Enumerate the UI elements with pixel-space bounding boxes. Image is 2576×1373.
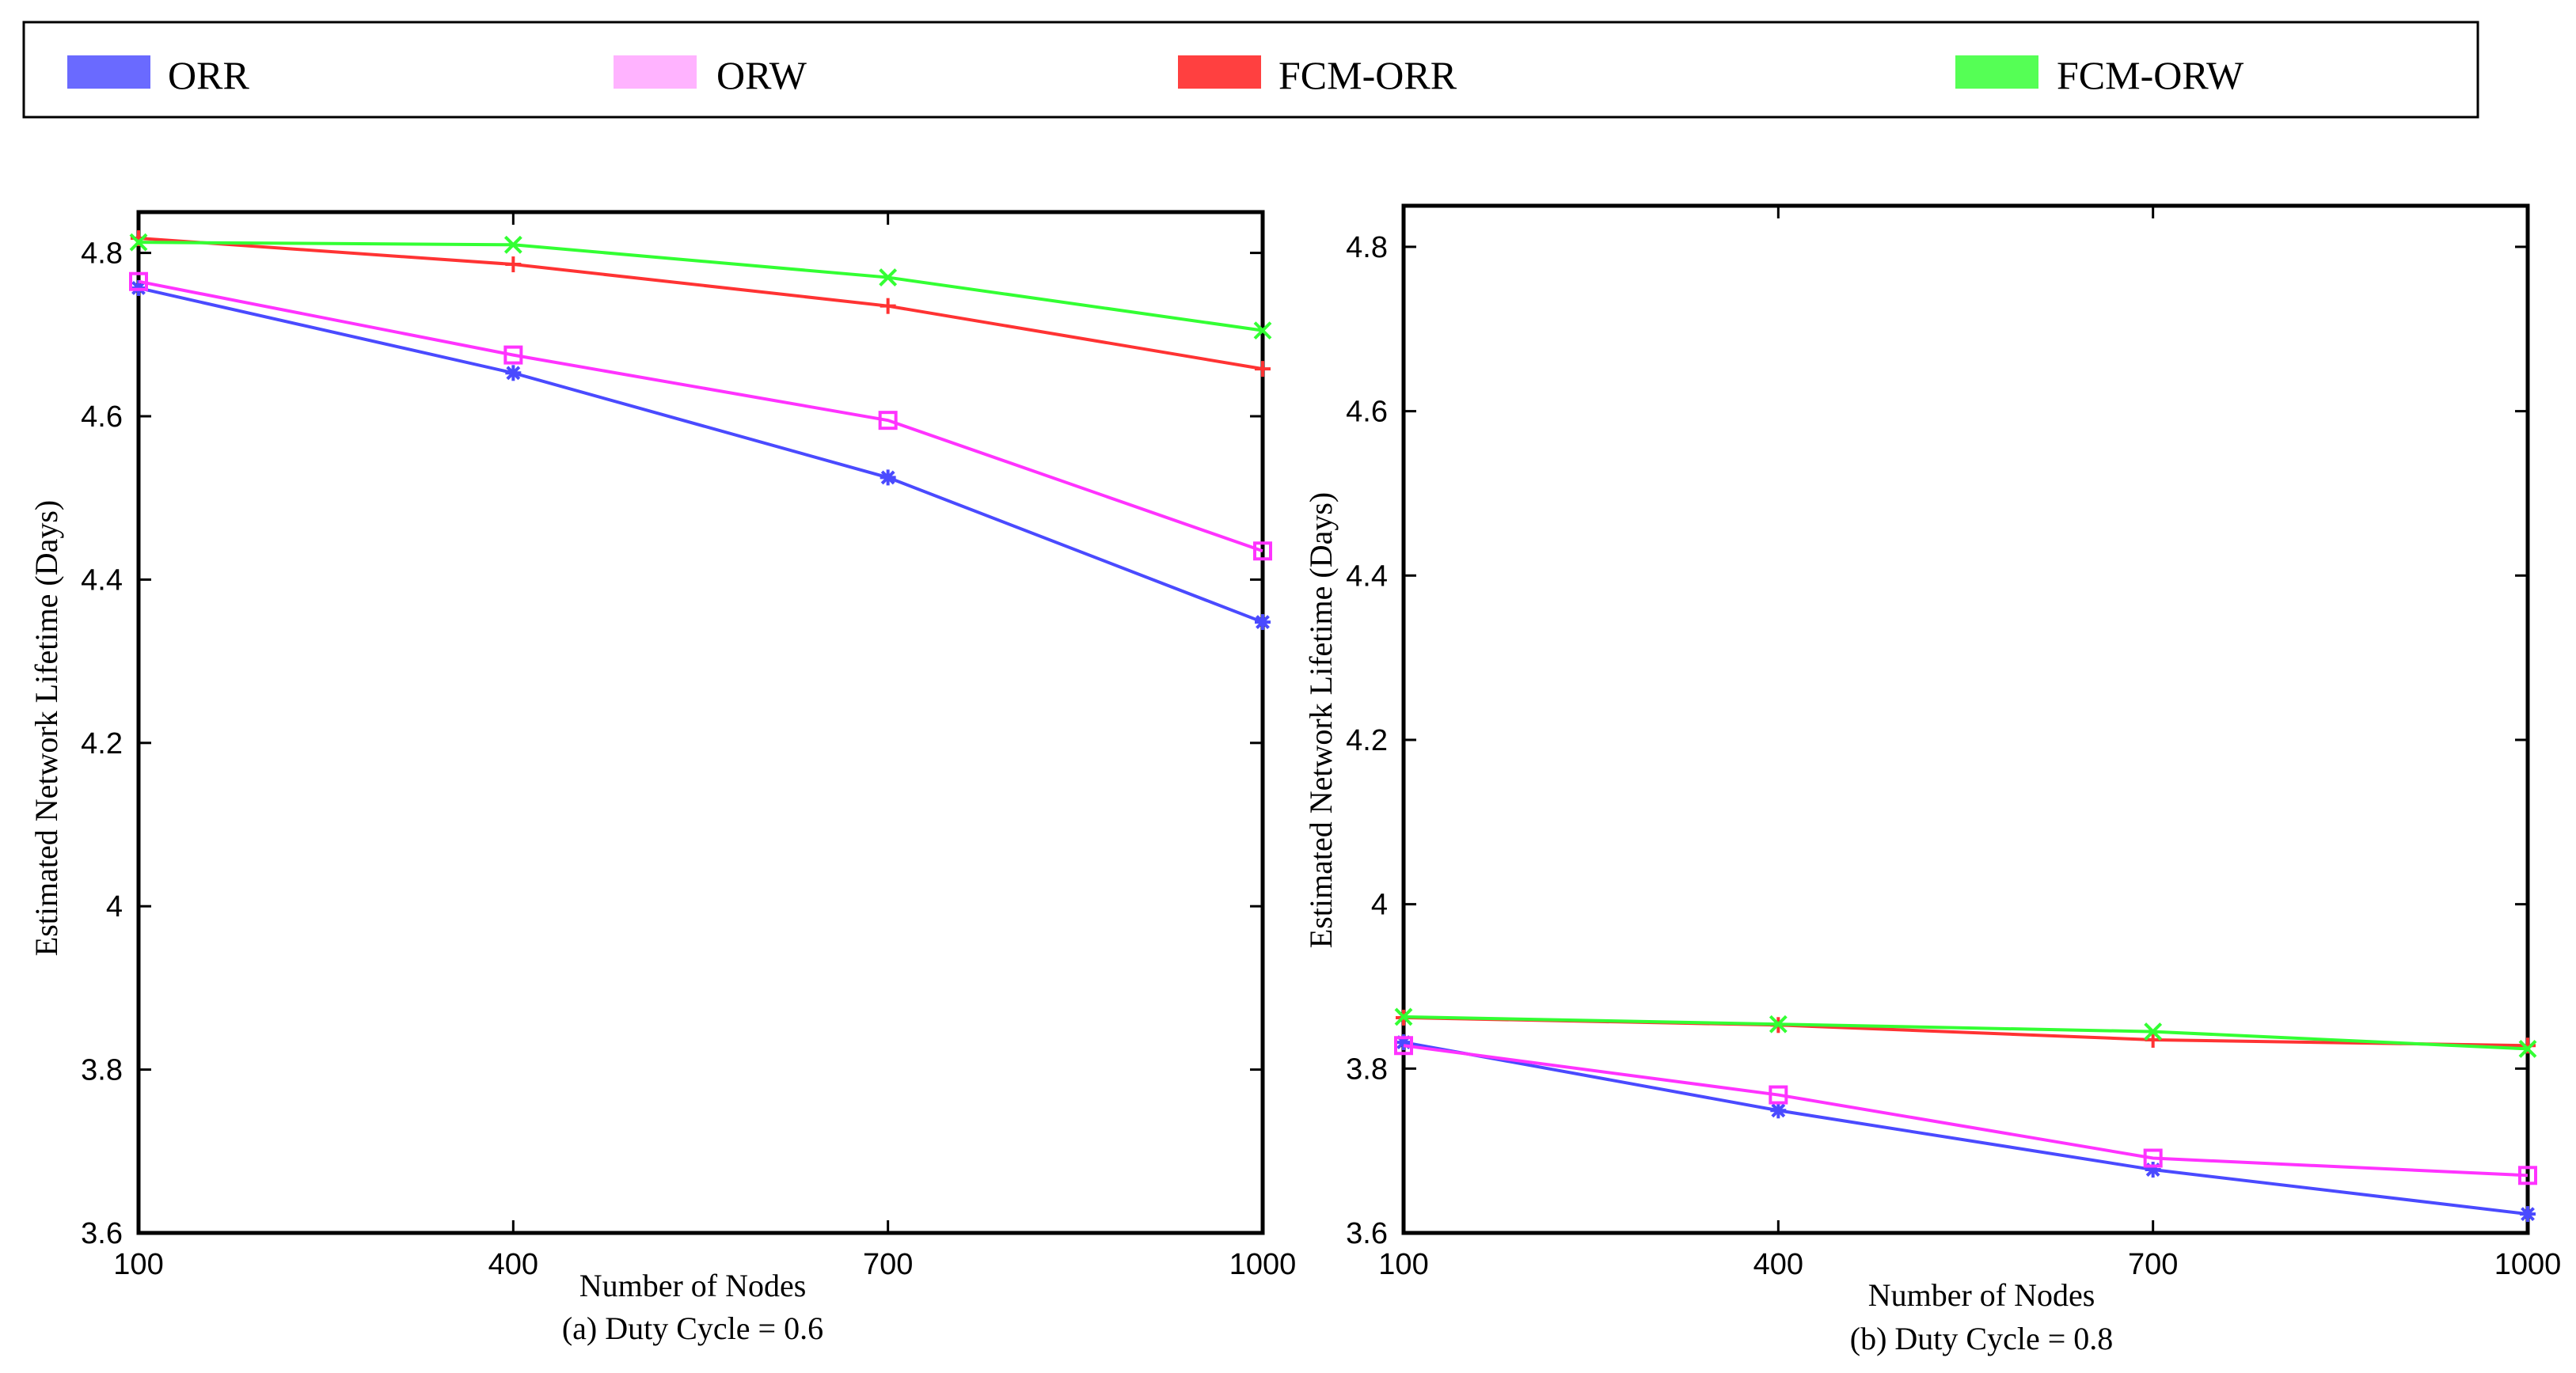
- data-point-fcm-orw-a-100: [129, 233, 148, 252]
- series-fcm-orr-a: [131, 230, 1271, 377]
- x-tick-label-b-400: 400: [1753, 1248, 1803, 1281]
- series-orw-a: [129, 271, 1272, 561]
- legend-label-orw: ORW: [716, 53, 807, 97]
- x-tick-label-a-100: 100: [113, 1248, 163, 1281]
- data-point-orr-a-400: [505, 365, 522, 381]
- legend: ORR ORW FCM-ORR FCM-ORW: [22, 21, 2479, 119]
- legend-label-fcm-orw: FCM-ORW: [2057, 53, 2244, 97]
- legend-entry-fcm-orw: FCM-ORW: [1955, 53, 2244, 97]
- plot-frame-b: [1401, 203, 2530, 1235]
- plot-frame-a: [136, 210, 1265, 1235]
- data-point-fcm-orr-b-1000: [2520, 1037, 2536, 1054]
- x-tick-label-a-700: 700: [863, 1248, 913, 1281]
- data-point-fcm-orw-a-700: [879, 268, 898, 286]
- legend-swatch-orr: [67, 55, 150, 89]
- data-point-orw-b-700: [2143, 1148, 2163, 1168]
- series-fcm-orw-b: [1394, 1007, 2537, 1058]
- series-orr-b: [1396, 1034, 2536, 1223]
- y-tick-label-a-4-8: 4.8: [81, 237, 123, 271]
- axis-ticks-b: 3.6 3.8 4 4.2 4.4 4.6 4.8 100 400 700 1000: [1346, 206, 2561, 1281]
- y-tick-label-b-4-2: 4.2: [1346, 724, 1388, 757]
- series-orr-a: [131, 279, 1271, 631]
- data-point-orr-a-700: [880, 469, 896, 486]
- data-point-orw-a-100: [129, 271, 148, 291]
- chart-panel-b: 3.6 3.8 4 4.2 4.4 4.6 4.8 100 400 700 1000 Number …: [1303, 203, 2561, 1356]
- series-group-a: [129, 230, 1272, 631]
- x-tick-label-a-400: 400: [488, 1248, 538, 1281]
- data-point-fcm-orr-b-700: [2145, 1031, 2161, 1048]
- data-point-fcm-orw-a-400: [503, 235, 522, 254]
- data-point-orr-b-1000: [2520, 1206, 2536, 1223]
- series-group-b: [1394, 1007, 2537, 1223]
- y-axis-label-a: Estimated Network Lifetime (Days): [28, 500, 64, 956]
- series-line-orw-a: [138, 279, 1263, 553]
- data-point-fcm-orr-a-1000: [1255, 361, 1271, 377]
- x-tick-label-a-1000: 1000: [1229, 1248, 1297, 1281]
- data-point-orr-b-400: [1770, 1102, 1787, 1119]
- series-fcm-orr-b: [1396, 1009, 2536, 1054]
- data-point-orw-a-1000: [1253, 541, 1272, 561]
- legend-label-fcm-orr: FCM-ORR: [1279, 53, 1457, 97]
- caption-b: (b) Duty Cycle = 0.8: [1850, 1321, 2114, 1356]
- data-point-fcm-orw-a-1000: [1253, 321, 1272, 340]
- chart-panel-a: 3.6 3.8 4 4.2 4.4 4.6 4.8 100 400 700 1000 Number …: [28, 210, 1296, 1346]
- legend-entry-orw: ORW: [614, 53, 807, 97]
- x-tick-label-b-700: 700: [2128, 1248, 2178, 1281]
- y-tick-label-a-4: 4: [106, 890, 123, 924]
- data-point-fcm-orw-b-400: [1769, 1015, 1788, 1034]
- data-point-orw-a-400: [503, 345, 523, 365]
- data-point-orw-b-400: [1769, 1085, 1788, 1105]
- legend-swatch-fcm-orr: [1178, 55, 1261, 89]
- y-tick-label-a-4-6: 4.6: [81, 400, 123, 434]
- data-point-orw-a-700: [878, 411, 898, 430]
- legend-swatch-fcm-orw: [1955, 55, 2038, 89]
- y-tick-label-a-3-6: 3.6: [81, 1217, 123, 1250]
- series-line-fcm-orw-b: [1403, 1015, 2529, 1051]
- legend-entry-fcm-orr: FCM-ORR: [1178, 53, 1457, 97]
- series-orw-b: [1394, 1036, 2537, 1185]
- axis-ticks-a: 3.6 3.8 4 4.2 4.4 4.6 4.8 100 400 700 1000: [81, 212, 1296, 1281]
- y-tick-label-a-4-2: 4.2: [81, 727, 123, 760]
- data-point-fcm-orw-b-100: [1394, 1007, 1413, 1026]
- x-tick-label-b-100: 100: [1378, 1248, 1428, 1281]
- data-point-orw-b-1000: [2518, 1166, 2537, 1185]
- data-point-orw-b-100: [1394, 1036, 1413, 1056]
- series-line-fcm-orr-a: [138, 237, 1263, 371]
- y-axis-label-b: Estimated Network Lifetime (Days): [1303, 492, 1339, 948]
- data-point-orr-b-700: [2145, 1162, 2161, 1178]
- caption-a: (a) Duty Cycle = 0.6: [562, 1310, 823, 1346]
- series-fcm-orw-a: [129, 233, 1272, 340]
- legend-swatch-orw: [614, 55, 697, 89]
- x-axis-label-a: Number of Nodes: [579, 1268, 807, 1303]
- x-axis-label-b: Number of Nodes: [1868, 1277, 2095, 1313]
- legend-label-orr: ORR: [168, 53, 249, 97]
- y-tick-label-a-3-8: 3.8: [81, 1054, 123, 1087]
- data-point-fcm-orr-a-400: [505, 256, 522, 273]
- legend-entry-orr: ORR: [67, 53, 249, 97]
- y-tick-label-b-4-6: 4.6: [1346, 396, 1388, 429]
- x-tick-label-b-1000: 1000: [2494, 1248, 2562, 1281]
- y-tick-label-b-4: 4: [1371, 889, 1388, 922]
- y-tick-label-a-4-4: 4.4: [81, 563, 123, 597]
- series-line-fcm-orw-a: [138, 241, 1263, 332]
- data-point-fcm-orw-b-700: [2144, 1022, 2163, 1041]
- series-line-orr-b: [1403, 1041, 2529, 1216]
- series-line-orw-b: [1403, 1044, 2529, 1178]
- data-point-fcm-orr-a-700: [880, 298, 896, 314]
- y-tick-label-b-4-4: 4.4: [1346, 559, 1388, 593]
- y-tick-label-b-4-8: 4.8: [1346, 231, 1388, 264]
- y-tick-label-b-3-8: 3.8: [1346, 1053, 1388, 1086]
- data-point-fcm-orw-b-1000: [2518, 1039, 2537, 1058]
- data-point-orr-a-1000: [1255, 614, 1271, 631]
- series-line-orr-a: [138, 286, 1263, 624]
- y-tick-label-b-3-6: 3.6: [1346, 1217, 1388, 1250]
